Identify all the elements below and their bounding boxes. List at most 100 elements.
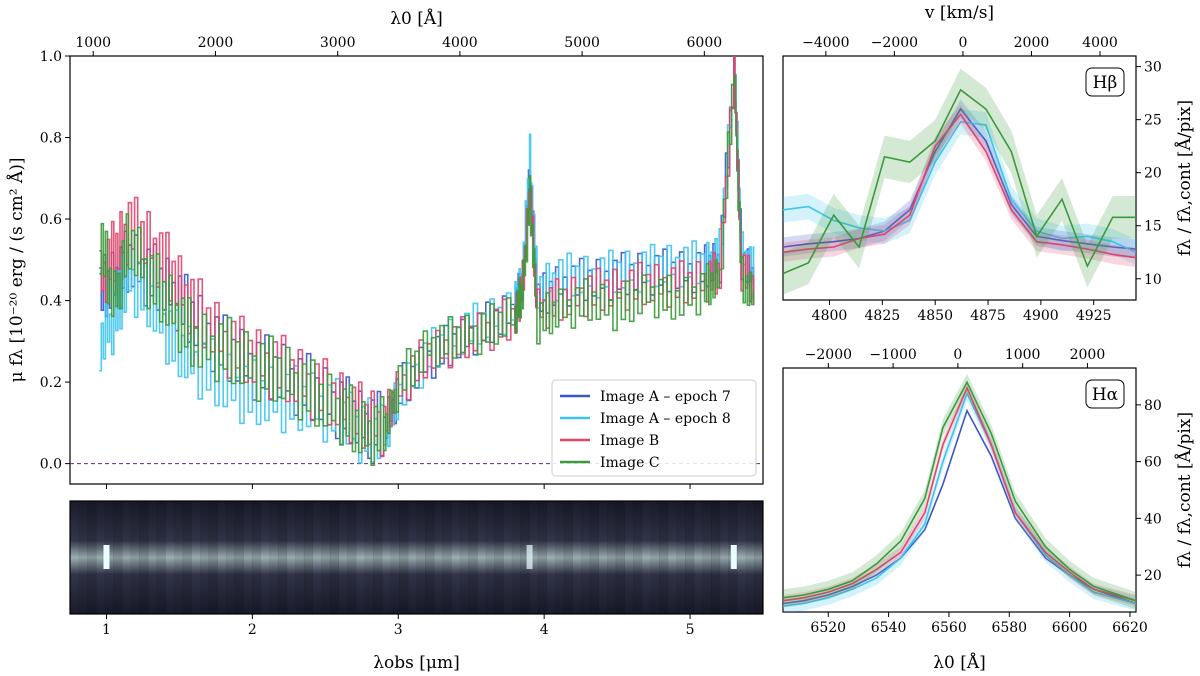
- halpha-panel: 6520 6540 6560 6580 6600 6620 20 40 60 80 −2000 −10…: [782, 347, 1195, 673]
- image-column: [277, 501, 288, 614]
- top-x-tick-label: −2000: [805, 347, 852, 363]
- image-column: [329, 501, 340, 614]
- main-spectrum-panel: 0.0 0.2 0.4 0.6 0.8 1.0 1000 2000 3000 4000 5000 60…: [6, 8, 764, 489]
- legend-box: [551, 379, 757, 477]
- x-axis-label: λ0 [Å]: [933, 652, 986, 673]
- top-x-tick-label: 0: [958, 35, 967, 51]
- x-tick-label: 4850: [917, 308, 953, 324]
- image-column: [95, 501, 106, 614]
- series-line: [783, 88, 1136, 275]
- image-column: [260, 501, 270, 614]
- top-x-tick-label: −2000: [871, 35, 918, 51]
- x-tick-label: 4800: [812, 308, 848, 324]
- uncertainty-band: [783, 109, 1136, 265]
- y-tick-label: 0.8: [40, 131, 62, 147]
- line-label: Hα: [1092, 385, 1119, 405]
- image-column: [633, 501, 643, 614]
- x-tick-label: 6600: [1052, 620, 1088, 636]
- image-column: [572, 501, 582, 614]
- image-column: [234, 501, 244, 614]
- image-column: [147, 501, 158, 614]
- uncertainty-band: [783, 386, 1136, 612]
- y-tick-label: 0.2: [40, 375, 62, 391]
- x-tick-label: 4: [540, 622, 549, 638]
- image-column: [693, 501, 703, 614]
- image-column: [711, 501, 721, 614]
- x-axis-label: λobs [μm]: [373, 653, 459, 673]
- legend: Image A – epoch 7 Image A – epoch 8 Image …: [551, 379, 757, 477]
- image-column: [511, 501, 521, 614]
- image-column: [615, 501, 625, 614]
- y-axis-label: fλ / fλ,cont [Å/pix]: [1174, 412, 1195, 568]
- image-column: [477, 501, 487, 614]
- image-column: [702, 501, 712, 614]
- top-x-tick-label: 1000: [75, 35, 111, 51]
- y-tick-label: 80: [1144, 398, 1162, 414]
- y-tick-label: 0.0: [40, 457, 62, 473]
- x-tick-label: 4925: [1076, 308, 1112, 324]
- line-label-box: [1085, 379, 1125, 409]
- axes-frame: [69, 55, 764, 485]
- image-frame: [69, 500, 764, 615]
- image-column: [416, 501, 426, 614]
- image-column: [269, 501, 279, 614]
- image-column: [433, 501, 443, 614]
- image-column: [347, 501, 357, 614]
- image-column: [78, 501, 88, 614]
- image-column: [537, 501, 547, 614]
- image-column: [529, 501, 539, 614]
- top-x-tick-label: 6000: [687, 35, 723, 51]
- x-tick-label: 6560: [931, 620, 967, 636]
- y-tick-label: 20: [1144, 166, 1162, 182]
- y-tick-label: 0.6: [40, 212, 62, 228]
- series-group: [783, 68, 1136, 295]
- image-column: [303, 501, 314, 614]
- image-column: [641, 501, 651, 614]
- x-tick-label: 6520: [810, 620, 846, 636]
- image-column: [321, 501, 331, 614]
- image-column: [581, 501, 591, 614]
- top-x-tick-label: 2000: [1014, 35, 1050, 51]
- y-axis-label: μ fλ [10⁻²⁰ erg / (s cm² Å)]: [6, 158, 27, 383]
- image-column: [130, 501, 140, 614]
- series-line: [783, 120, 1136, 254]
- image-column: [87, 501, 97, 614]
- x-tick-label: 1: [102, 622, 111, 638]
- image-column: [338, 501, 348, 614]
- series-line: [783, 112, 1136, 259]
- image-column: [251, 501, 262, 614]
- emission-line-spot: [730, 545, 737, 569]
- y-tick-label: 40: [1144, 511, 1162, 527]
- image-background: [70, 501, 763, 614]
- top-x-axis-label: v [km/s]: [924, 3, 994, 23]
- legend-entry: Image A – epoch 7: [600, 389, 731, 405]
- image-column: [191, 501, 201, 614]
- x-tick-label: 5: [686, 622, 695, 638]
- image-column: [546, 501, 556, 614]
- image-column: [607, 501, 617, 614]
- image-column: [390, 501, 400, 614]
- y-axis-label: fλ / fλ,cont [Å/pix]: [1174, 100, 1195, 256]
- x-tick-label: 6540: [871, 620, 907, 636]
- top-x-tick-label: −1000: [869, 347, 916, 363]
- image-column: [156, 501, 166, 614]
- image-column: [243, 501, 253, 614]
- image-column: [659, 501, 669, 614]
- x-tick-label: 4875: [970, 308, 1006, 324]
- uncertainty-band: [783, 382, 1136, 607]
- image-column: [225, 501, 236, 614]
- image-column: [459, 501, 469, 614]
- line-label: Hβ: [1093, 73, 1118, 93]
- image-column: [113, 501, 123, 614]
- top-x-tick-label: 4000: [442, 35, 478, 51]
- image-column: [719, 501, 729, 614]
- top-x-tick-label: 4000: [1082, 35, 1118, 51]
- image-column: [165, 501, 175, 614]
- axes-frame: [782, 55, 1137, 301]
- image-column: [182, 501, 192, 614]
- y-tick-label: 1.0: [40, 49, 62, 65]
- legend-entry: Image A – epoch 8: [600, 411, 731, 427]
- image-column: [208, 501, 218, 614]
- axes-frame: [782, 367, 1137, 613]
